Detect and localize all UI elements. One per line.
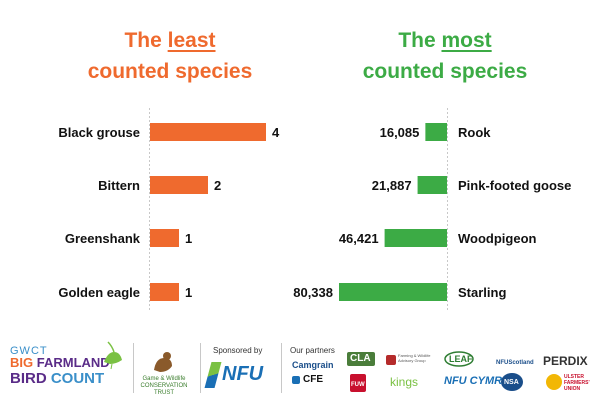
most-value-label: 46,421 xyxy=(339,231,379,246)
least-value-label: 1 xyxy=(185,285,192,300)
most-counted-bars: 16,085 Rook 21,887 Pink-footed goose 46,421 W… xyxy=(293,123,571,301)
least-category-label: Bittern xyxy=(98,178,140,193)
gwct-logo-line2: BIG FARMLAND xyxy=(10,355,110,370)
least-value-label: 1 xyxy=(185,231,192,246)
cla-logo: CLA xyxy=(350,353,371,364)
nfu-logo: NFU xyxy=(222,363,264,385)
most-bar xyxy=(339,283,447,301)
partridge-icon xyxy=(154,352,172,372)
least-title-suffix: counted species xyxy=(87,60,253,83)
nfu-scotland-logo: NFUScotland xyxy=(496,360,534,366)
most-title-prefix: The xyxy=(398,29,442,52)
most-category-label: Starling xyxy=(458,285,506,300)
nsa-logo: NSA xyxy=(504,379,519,386)
cfe-logo: CFE xyxy=(303,374,323,385)
fwag-logo-mark-icon xyxy=(386,355,396,365)
kings-logo: kings xyxy=(390,375,419,389)
bird-count-chart: Black grouse 4 Bittern 2 Greenshank 1 Golden e… xyxy=(58,108,571,310)
fwag-logo: Farming & Wildlife Advisory Group xyxy=(398,353,431,363)
most-title-emphasis: most xyxy=(441,29,492,52)
least-counted-title: The least counted species xyxy=(40,25,300,87)
our-partners-caption: Our partners xyxy=(290,346,335,355)
footer-divider xyxy=(200,343,201,393)
least-bar xyxy=(150,229,179,247)
cla-logo-mark-icon xyxy=(347,352,375,366)
least-title-prefix: The xyxy=(124,29,168,52)
footer-divider xyxy=(133,343,134,393)
least-category-label: Greenshank xyxy=(65,231,141,246)
fuw-logo: FUW xyxy=(351,382,365,388)
perdix-logo: PERDIX xyxy=(543,354,588,368)
least-bar xyxy=(150,176,208,194)
least-value-label: 4 xyxy=(272,125,280,140)
camgrain-logo: Camgrain xyxy=(292,360,334,370)
nsa-logo-icon xyxy=(501,373,523,391)
leaf-logo-icon xyxy=(444,351,474,367)
most-value-label: 80,338 xyxy=(293,285,333,300)
most-category-label: Pink-footed goose xyxy=(458,178,571,193)
sponsored-by-caption: Sponsored by xyxy=(213,346,263,355)
most-counted-title: The most counted species xyxy=(310,25,580,87)
least-bar xyxy=(150,123,266,141)
fuw-logo-mark-icon xyxy=(350,374,366,392)
least-counted-bars: Black grouse 4 Bittern 2 Greenshank 1 Golden e… xyxy=(58,123,280,301)
most-bar xyxy=(417,176,447,194)
gwct-trust-name: Game & Wildlife CONSERVATION TRUST xyxy=(140,376,188,396)
most-category-label: Rook xyxy=(458,125,491,140)
least-value-label: 2 xyxy=(214,178,221,193)
most-value-label: 16,085 xyxy=(380,125,420,140)
most-title-suffix: counted species xyxy=(362,60,528,83)
most-bar xyxy=(425,123,447,141)
least-category-label: Golden eagle xyxy=(58,285,140,300)
ulster-farmers-union-logo: ULSTER FARMERS' UNION xyxy=(564,374,590,392)
least-title-emphasis: least xyxy=(167,29,216,52)
nfu-cymru-logo: NFU CYMRU xyxy=(444,375,510,387)
lapwing-icon xyxy=(104,341,122,370)
least-category-label: Black grouse xyxy=(58,125,140,140)
gwct-logo-line1: GWCT xyxy=(10,345,48,357)
gwct-logo-line3: BIRD COUNT xyxy=(10,370,105,387)
most-bar xyxy=(384,229,447,247)
cfe-logo-mark-icon xyxy=(292,376,300,384)
leaf-logo: LEAF xyxy=(449,354,473,364)
footer-divider xyxy=(281,343,282,393)
most-category-label: Woodpigeon xyxy=(458,231,537,246)
most-value-label: 21,887 xyxy=(372,178,412,193)
least-bar xyxy=(150,283,179,301)
ufu-logo-icon xyxy=(546,374,562,390)
